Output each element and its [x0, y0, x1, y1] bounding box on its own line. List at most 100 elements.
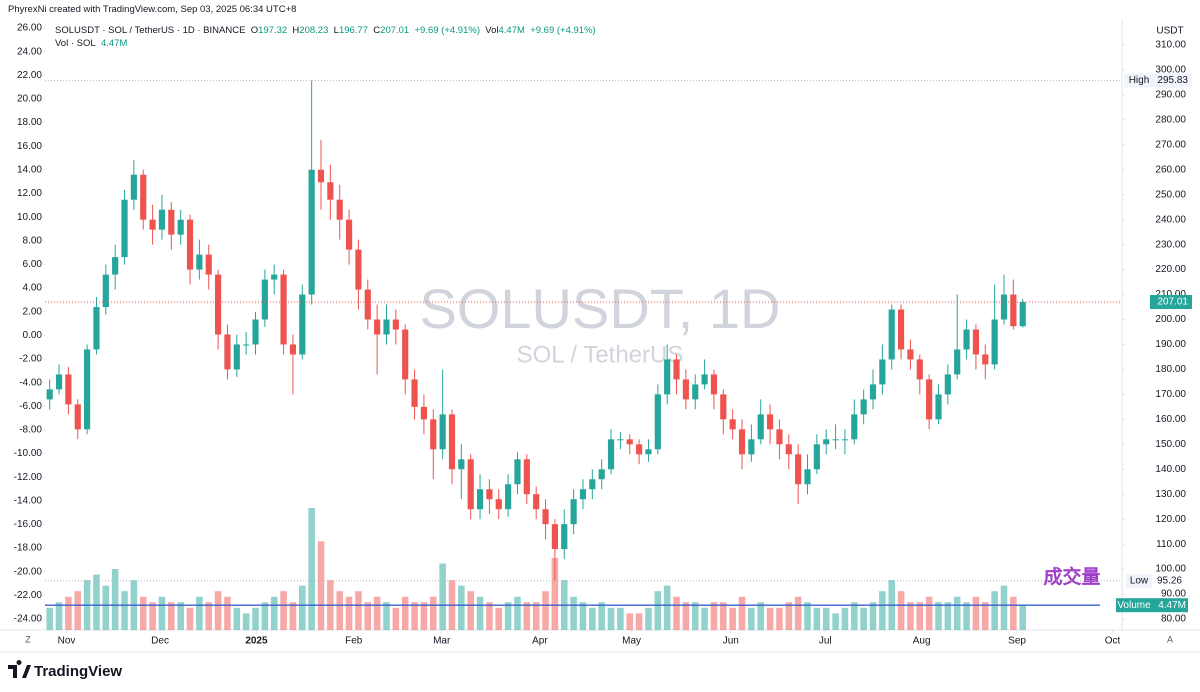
candle-body: [121, 199, 128, 258]
y2-tick-label: 0.00: [23, 330, 43, 341]
volume-bar: [495, 607, 503, 630]
volume-bar: [673, 596, 680, 630]
candle-body: [729, 419, 736, 430]
volume-bar: [280, 591, 287, 630]
candle-body: [766, 414, 774, 430]
ohlc-value: 208.23: [299, 25, 329, 36]
candle-body: [458, 459, 465, 470]
candle-body: [261, 279, 268, 320]
volume-bar: [1010, 596, 1017, 630]
volume-bar: [635, 613, 643, 630]
candle-body: [233, 344, 240, 370]
volume-bar: [252, 607, 259, 630]
candle-body: [748, 439, 755, 455]
candle-body: [140, 174, 147, 220]
candle-body: [954, 349, 961, 375]
candle-body: [308, 169, 315, 295]
y2-tick-label: 10.00: [17, 212, 42, 223]
candle-body: [271, 274, 278, 280]
volume-bar: [776, 607, 783, 630]
candle-body: [645, 449, 652, 455]
volume-bar: [953, 596, 961, 630]
volume-bar: [74, 591, 82, 630]
candle-body: [533, 494, 540, 510]
ohlc-c: C207.01: [373, 25, 409, 36]
volume-bar: [214, 591, 222, 630]
candle-body: [514, 459, 521, 485]
candle-body: [523, 459, 530, 495]
candle-body: [963, 329, 970, 350]
y2-tick-label: -10.00: [14, 448, 43, 459]
volume-bar: [570, 596, 577, 630]
y2-tick-label: -2.00: [19, 354, 42, 365]
auto-button[interactable]: A: [1167, 634, 1173, 644]
candle-body: [757, 414, 764, 440]
watermark: SOLUSDT, 1D: [420, 277, 781, 340]
annotation: 成交量: [1043, 565, 1100, 588]
candle-body: [1000, 294, 1008, 320]
volume-bar: [168, 602, 175, 630]
volume-legend-value: 4.47M: [100, 38, 128, 49]
volume-bar: [523, 602, 531, 630]
volume-bar: [429, 596, 437, 630]
candle-body: [430, 419, 437, 450]
x-tick-label: Nov: [58, 636, 76, 647]
volume-bar: [785, 602, 793, 630]
volume-bar: [617, 607, 624, 630]
y-tick-label: 210.00: [1155, 289, 1186, 300]
volume-bar: [579, 602, 587, 630]
candle-body: [673, 359, 680, 380]
volume-bar: [196, 596, 203, 630]
volume-bar: [738, 596, 746, 630]
volume-bar: [542, 591, 549, 630]
volume-bar: [832, 613, 839, 630]
volume-bar: [514, 596, 521, 630]
change: +9.69 (+4.91%): [414, 25, 481, 36]
y-tick-label: 150.00: [1155, 439, 1186, 450]
volume-bar: [467, 591, 474, 630]
volume-bar: [935, 602, 942, 630]
x-tick-label: Apr: [532, 636, 548, 647]
candle-body: [972, 329, 980, 355]
candle-body: [879, 359, 886, 385]
volume-bar: [963, 602, 970, 630]
candle-body: [1019, 302, 1026, 327]
volume-bar: [701, 607, 708, 630]
volume-bar: [299, 585, 306, 630]
y-tick-label: 230.00: [1155, 239, 1186, 250]
candle-body: [561, 524, 568, 550]
candle-body: [102, 274, 109, 308]
ohlc-label: O: [250, 25, 259, 36]
zoom-button[interactable]: Z: [25, 634, 31, 644]
volume-bar: [93, 574, 100, 630]
vol-label: Vol: [485, 25, 499, 36]
candle-body: [897, 309, 905, 350]
volume-bar: [804, 602, 811, 630]
ohlc-value: 207.01: [380, 25, 410, 36]
volume-bar: [317, 541, 325, 630]
candle-body: [224, 334, 231, 370]
x-tick-label: Jul: [819, 636, 832, 647]
ohlc-label: C: [373, 25, 381, 36]
candle-body: [804, 469, 811, 485]
y-tick-label: 90.00: [1161, 589, 1186, 600]
ohlc-value: 196.77: [338, 25, 368, 36]
y-tick-label: 300.00: [1155, 65, 1186, 76]
candle-body: [982, 354, 989, 365]
volume-bar: [589, 607, 596, 630]
y2-tick-label: 2.00: [23, 306, 43, 317]
candle-body: [130, 174, 137, 200]
currency: USDT: [1156, 26, 1183, 37]
logo-icon: [8, 660, 31, 678]
volume-bar: [261, 602, 269, 630]
candle-body: [935, 394, 942, 420]
volume-bar: [121, 591, 128, 630]
volume-bar: [682, 602, 690, 630]
volume-bar: [65, 596, 72, 630]
volume-bar: [149, 602, 156, 630]
x-tick-label: Sep: [1008, 636, 1026, 647]
volume-bar: [458, 585, 465, 630]
volume-bar: [46, 607, 53, 630]
ohlc-h: H208.23: [292, 25, 328, 36]
